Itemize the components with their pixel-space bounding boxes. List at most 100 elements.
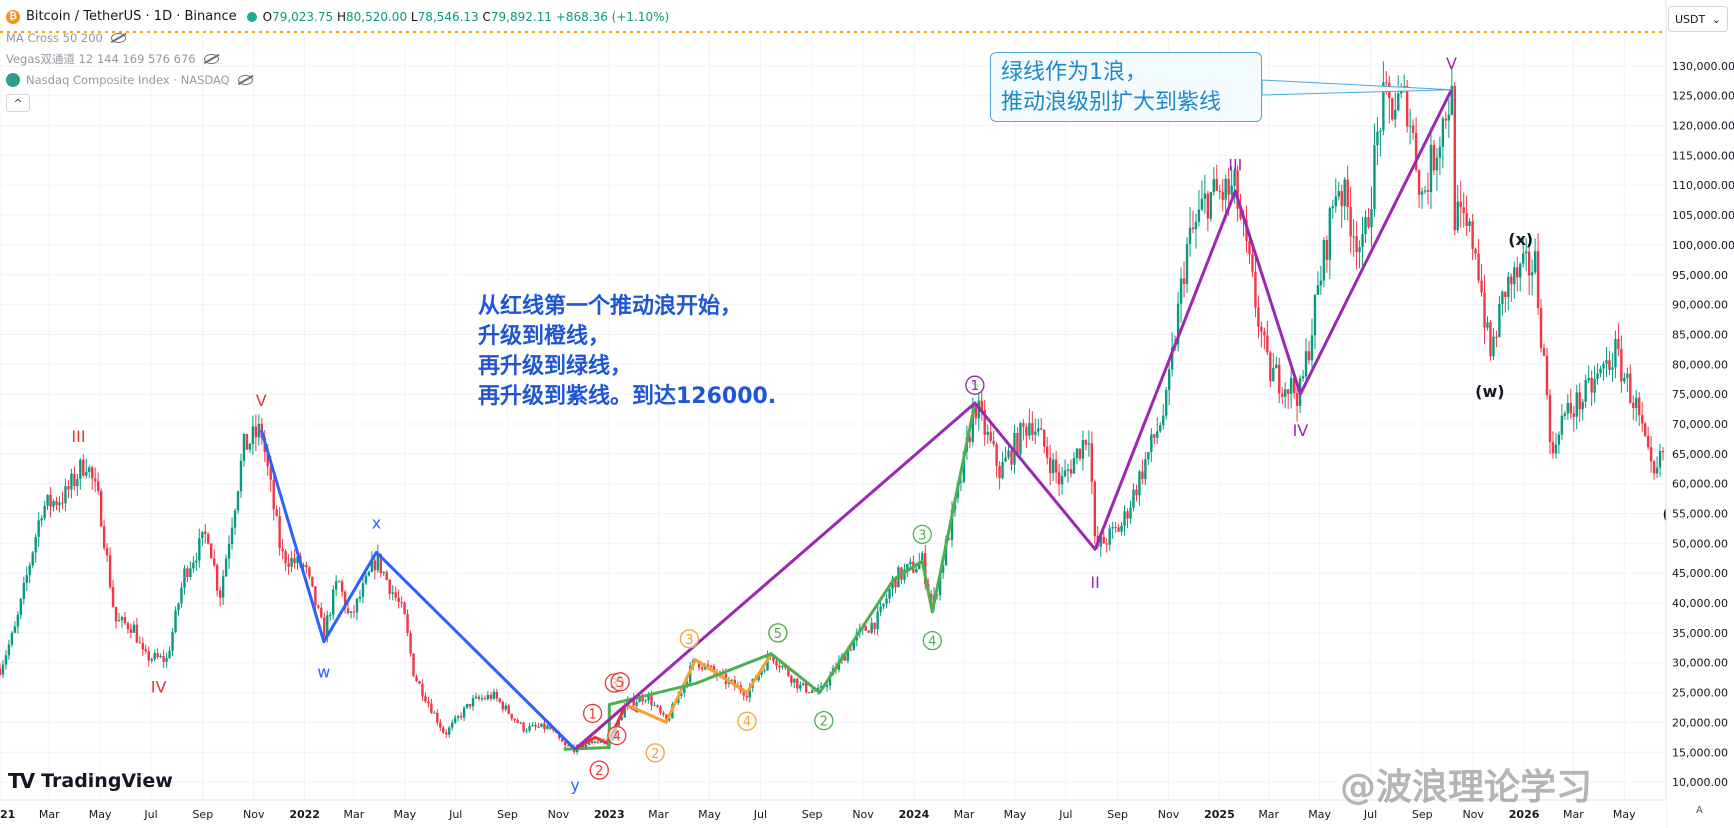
wave-label[interactable]: II: [1090, 573, 1099, 592]
wave-label[interactable]: (w): [1475, 382, 1504, 401]
currency-select[interactable]: USDT ⌄: [1668, 6, 1728, 32]
hide-eye-icon[interactable]: [237, 74, 253, 85]
auto-scale-button[interactable]: A: [1696, 805, 1703, 816]
candle: [94, 467, 97, 493]
candle: [1441, 116, 1445, 169]
candle-body: [1019, 423, 1022, 455]
wave-label[interactable]: III: [1228, 155, 1242, 174]
candle: [1492, 328, 1495, 361]
candle-body: [442, 727, 445, 733]
candle: [1075, 447, 1079, 465]
candle-body: [120, 617, 124, 621]
collapse-legend-button[interactable]: ^: [6, 94, 30, 112]
candle: [7, 639, 11, 660]
wave-label[interactable]: (x): [1508, 230, 1533, 249]
candle: [144, 644, 147, 654]
wave-label[interactable]: 2: [814, 710, 834, 731]
y-tick-label: 110,000.00: [1672, 179, 1734, 192]
x-tick-label: Nov: [1462, 808, 1484, 821]
price-axis-panel[interactable]: [1666, 0, 1734, 828]
candle: [287, 554, 290, 575]
candle-body: [1278, 364, 1281, 394]
candle-body: [462, 707, 466, 718]
indicator-ma-cross[interactable]: MA Cross 50 200: [6, 27, 669, 48]
callout-note[interactable]: 绿线作为1浪， 推动浪级别扩大到紫线: [990, 52, 1262, 122]
wave-label[interactable]: IV: [1293, 421, 1309, 440]
candle-body: [218, 590, 222, 598]
candle-body: [1013, 432, 1016, 465]
candle-body: [1081, 440, 1085, 459]
candle-body: [198, 538, 201, 561]
candle: [644, 698, 647, 704]
wave-label[interactable]: 1: [582, 703, 603, 724]
candle-body: [941, 564, 945, 573]
candle: [1417, 169, 1421, 208]
wave-label[interactable]: V: [1446, 54, 1457, 73]
wave-label-circle: [645, 743, 665, 763]
wave-label[interactable]: y: [570, 775, 579, 794]
wave-line-green[interactable]: [563, 402, 977, 751]
wave-label[interactable]: 3: [679, 629, 700, 649]
candle-body: [70, 473, 73, 490]
candle: [799, 681, 802, 692]
wave-label[interactable]: w: [317, 663, 330, 682]
wave-label[interactable]: IV: [151, 678, 167, 697]
indicator-vegas[interactable]: Vegas双通道 12 144 169 576 676: [6, 48, 669, 69]
candle-body: [1138, 471, 1141, 496]
candle-body: [1394, 110, 1397, 120]
wave-label[interactable]: III: [71, 427, 85, 446]
wave-line-orange[interactable]: [574, 653, 773, 751]
wave-label[interactable]: 4: [607, 725, 627, 746]
y-tick-label: 70,000.00: [1672, 418, 1728, 431]
candle: [662, 710, 665, 717]
candle-body: [1316, 285, 1320, 295]
candle: [138, 636, 142, 644]
wave-label-text: 3: [918, 528, 926, 543]
tradingview-logo[interactable]: TV TradingView: [8, 769, 173, 793]
candle: [1203, 174, 1207, 214]
wave-label[interactable]: 4: [922, 630, 942, 651]
candle-body: [1022, 423, 1025, 427]
candle: [1519, 262, 1522, 292]
wave-label[interactable]: x: [372, 513, 381, 532]
wave-line-purple[interactable]: [574, 89, 1453, 751]
wave-label[interactable]: 1: [965, 375, 985, 395]
candle: [150, 657, 153, 664]
wave-label[interactable]: 4: [737, 711, 757, 731]
wave-label[interactable]: 2: [589, 760, 609, 780]
hide-eye-icon[interactable]: [110, 32, 126, 43]
wave-label[interactable]: 3: [912, 524, 932, 545]
x-tick-label: 2022: [289, 808, 320, 821]
candle: [1230, 166, 1233, 198]
wave-label[interactable]: 2: [645, 743, 665, 763]
wave-label-text: III: [71, 427, 85, 446]
wave-line-blue[interactable]: [259, 429, 577, 751]
candle: [64, 478, 67, 512]
candle: [46, 494, 49, 511]
candle-body: [998, 466, 1001, 479]
wave-label-text: III: [1228, 155, 1242, 174]
candle-body: [1385, 82, 1388, 84]
wave-label[interactable]: 5: [768, 623, 788, 643]
candle-body: [1578, 392, 1581, 410]
candle: [1263, 327, 1266, 350]
candle-body: [1144, 459, 1147, 480]
symbol-title[interactable]: Bitcoin / TetherUS · 1D · Binance: [26, 9, 237, 24]
y-tick-label: 15,000.00: [1672, 746, 1728, 759]
candle-body: [1643, 423, 1647, 437]
candle-body: [1575, 392, 1578, 417]
candle: [445, 729, 448, 738]
hide-eye-icon[interactable]: [203, 53, 219, 64]
wave-label[interactable]: 5: [610, 672, 630, 692]
wave-label[interactable]: V: [256, 391, 267, 410]
symbol-row[interactable]: ₿ Bitcoin / TetherUS · 1D · Binance O79,…: [6, 6, 669, 27]
time-axis-panel[interactable]: [0, 800, 1666, 828]
candle-body: [1655, 467, 1659, 474]
candle: [1608, 350, 1611, 376]
indicator-nasdaq[interactable]: Nasdaq Composite Index · NASDAQ: [6, 69, 669, 90]
candle-body: [1227, 178, 1230, 195]
candle-body: [1281, 393, 1284, 397]
wave-label-text: IV: [151, 678, 167, 697]
candle-body: [635, 702, 638, 706]
